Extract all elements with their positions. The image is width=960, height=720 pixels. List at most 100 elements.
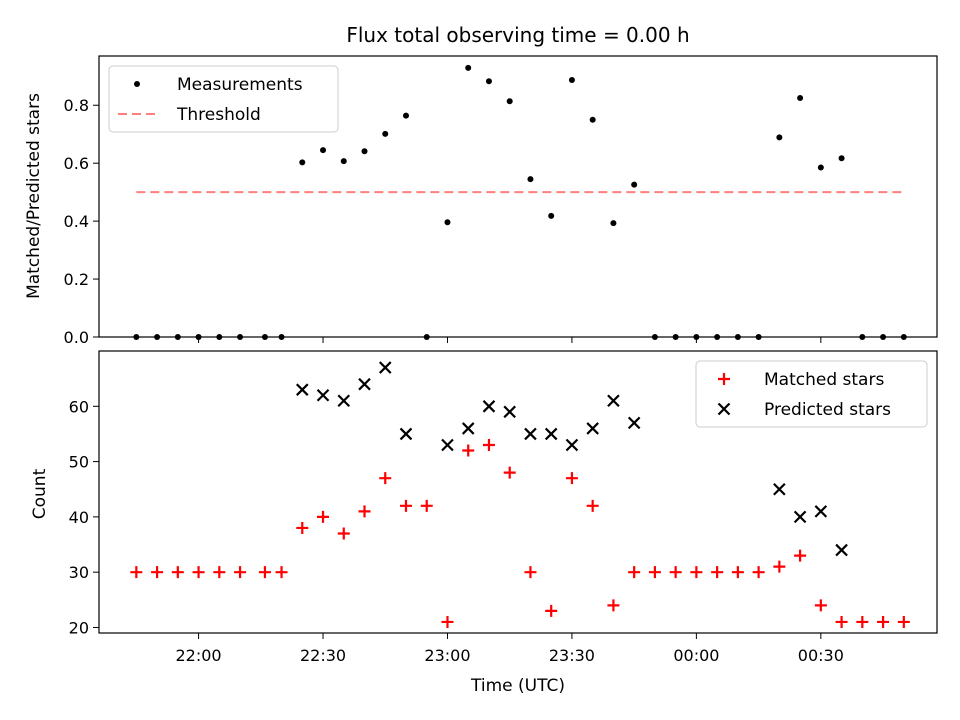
matched-stars-point [420, 499, 433, 512]
matched-stars-point [565, 472, 578, 485]
matched-stars-point [171, 566, 184, 579]
matched-stars-point [794, 549, 807, 562]
measurements-point [527, 176, 534, 183]
measurements-point [838, 155, 845, 162]
x-axis-label: Time (UTC) [470, 676, 565, 696]
matched-stars-point [524, 566, 537, 579]
matched-stars-legend-label: Matched stars [764, 370, 884, 390]
legend-frame [108, 65, 339, 133]
matched-stars-point [731, 566, 744, 579]
matched-stars-point [213, 566, 226, 579]
matched-stars-point [669, 566, 682, 579]
matched-stars-point [399, 499, 412, 512]
predicted-stars-point [814, 505, 828, 518]
matched-stars-point [317, 510, 330, 523]
matched-stars-point [897, 615, 910, 628]
predicted-stars-point [378, 361, 392, 374]
predicted-stars-point [503, 405, 516, 419]
matched-stars-point [258, 566, 271, 579]
measurements-legend-label: Measurements [177, 75, 303, 95]
predicted-stars-point [793, 510, 807, 524]
matched-stars-point [275, 566, 288, 579]
measurements-point [568, 77, 575, 84]
predicted-stars-point [399, 427, 413, 441]
threshold-legend-label: Threshold [176, 105, 261, 125]
predicted-stars-point [565, 438, 579, 452]
predicted-stars-point [586, 422, 599, 435]
bottom-y-axis-label: Count [30, 468, 50, 519]
matched-stars-point [856, 615, 869, 628]
predicted-stars-point [295, 383, 309, 396]
x-tick-label: 22:00 [176, 646, 222, 665]
measurements-point [610, 220, 617, 227]
predicted-stars-point [835, 543, 848, 557]
measurements-legend-swatch [134, 81, 140, 87]
predicted-stars-point [524, 427, 537, 441]
matched-stars-point [690, 566, 703, 579]
matched-stars-point [192, 566, 205, 579]
top-legend: Measurements Threshold [108, 65, 339, 133]
matched-stars-point [648, 566, 661, 579]
matched-stars-point [752, 566, 765, 579]
x-tick-label: 23:00 [424, 646, 470, 665]
matched-stars-point [835, 615, 848, 628]
matched-stars-point [151, 566, 164, 579]
top-y-tick-label: 0.0 [64, 328, 89, 347]
measurements-point [631, 181, 638, 188]
bottom-panel: 20 30 40 50 60 22:00 22:30 23:00 23:30 00:00 00:30… [69, 350, 938, 665]
x-tick-label: 22:30 [300, 646, 346, 665]
bottom-legend: Matched stars Predicted stars [695, 360, 928, 428]
measurements-point [465, 64, 472, 71]
matched-stars-point [130, 566, 143, 579]
matched-stars-point [234, 566, 247, 579]
top-y-tick-label: 0.4 [64, 212, 89, 231]
top-y-tick-label: 0.6 [64, 154, 89, 173]
predicted-stars-point [544, 427, 558, 441]
matched-stars-point [379, 472, 392, 485]
matched-stars-point [814, 599, 827, 612]
measurements-point [817, 164, 824, 171]
bottom-plot-frame [98, 350, 938, 634]
bottom-y-tick-label: 60 [69, 397, 89, 416]
predicted-stars-point [627, 416, 641, 430]
predicted-stars-point [482, 400, 496, 413]
x-tick-label: 00:00 [673, 646, 719, 665]
bottom-y-tick-label: 40 [69, 508, 89, 527]
matched-stars-point [503, 466, 516, 479]
predicted-stars-point [358, 377, 371, 391]
measurements-point [485, 78, 492, 85]
measurements-point [361, 148, 368, 155]
top-y-axis-label: Matched/Predicted stars [24, 93, 44, 299]
top-y-tick-label: 0.8 [64, 96, 89, 115]
measurements-point [589, 116, 596, 123]
legend-frame [695, 360, 928, 428]
x-tick-label: 00:30 [798, 646, 844, 665]
bottom-y-tick-label: 50 [69, 453, 89, 472]
measurements-point [299, 159, 306, 166]
measurements-point [797, 95, 804, 102]
bottom-y-tick-label: 30 [69, 563, 89, 582]
predicted-stars-point [441, 438, 454, 452]
measurements-point [320, 147, 327, 154]
measurements-point [382, 130, 389, 137]
matched-stars-point [877, 615, 890, 628]
matched-stars-point [773, 560, 786, 573]
measurements-point [548, 212, 555, 219]
matched-stars-point [607, 599, 620, 612]
chart-title: Flux total observing time = 0.00 h [346, 23, 689, 47]
predicted-stars-point [773, 482, 786, 496]
matched-stars-point [441, 615, 454, 628]
measurements-point [776, 134, 783, 141]
bottom-y-tick-label: 20 [69, 618, 89, 637]
matched-stars-point [358, 505, 371, 518]
matched-stars-point [462, 444, 475, 457]
matched-stars-point [586, 499, 599, 512]
matched-stars-point [337, 527, 350, 540]
matched-stars-point [482, 439, 495, 451]
top-panel: 0.0 0.2 0.4 0.6 0.8 Measurements Threshold [64, 55, 938, 347]
matched-stars-point [711, 566, 724, 579]
matched-stars-point [545, 604, 558, 617]
predicted-stars-point [337, 394, 351, 408]
matched-stars-legend-swatch [718, 373, 730, 385]
